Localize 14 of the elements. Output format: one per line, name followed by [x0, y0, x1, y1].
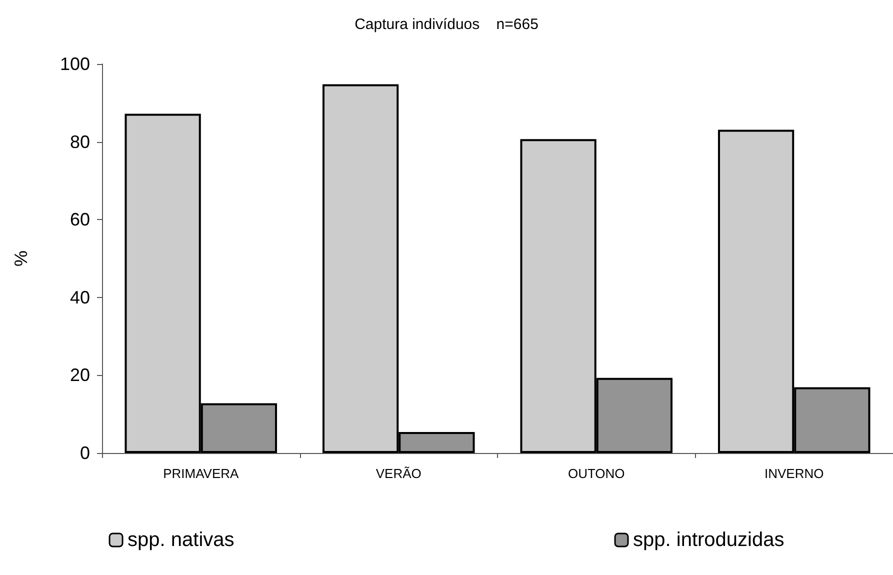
x-tick-label: VERÃO	[376, 466, 422, 481]
y-axis-title: %	[11, 250, 31, 267]
y-tick-label: 60	[70, 210, 90, 230]
y-tick-label: 0	[80, 443, 90, 463]
y-tick-label: 80	[70, 132, 90, 152]
x-tick-label: OUTONO	[568, 466, 625, 481]
legend-label: spp. introduzidas	[633, 529, 784, 551]
legend-label: spp. nativas	[128, 529, 234, 551]
x-tick-label: INVERNO	[764, 466, 824, 481]
y-tick-label: 20	[70, 365, 90, 386]
x-tick-label: PRIMAVERA	[163, 466, 240, 481]
chart-title: Captura indivíduos n=665	[354, 16, 538, 33]
y-tick-label: 40	[70, 287, 90, 308]
y-tick-label: 100	[60, 54, 90, 74]
